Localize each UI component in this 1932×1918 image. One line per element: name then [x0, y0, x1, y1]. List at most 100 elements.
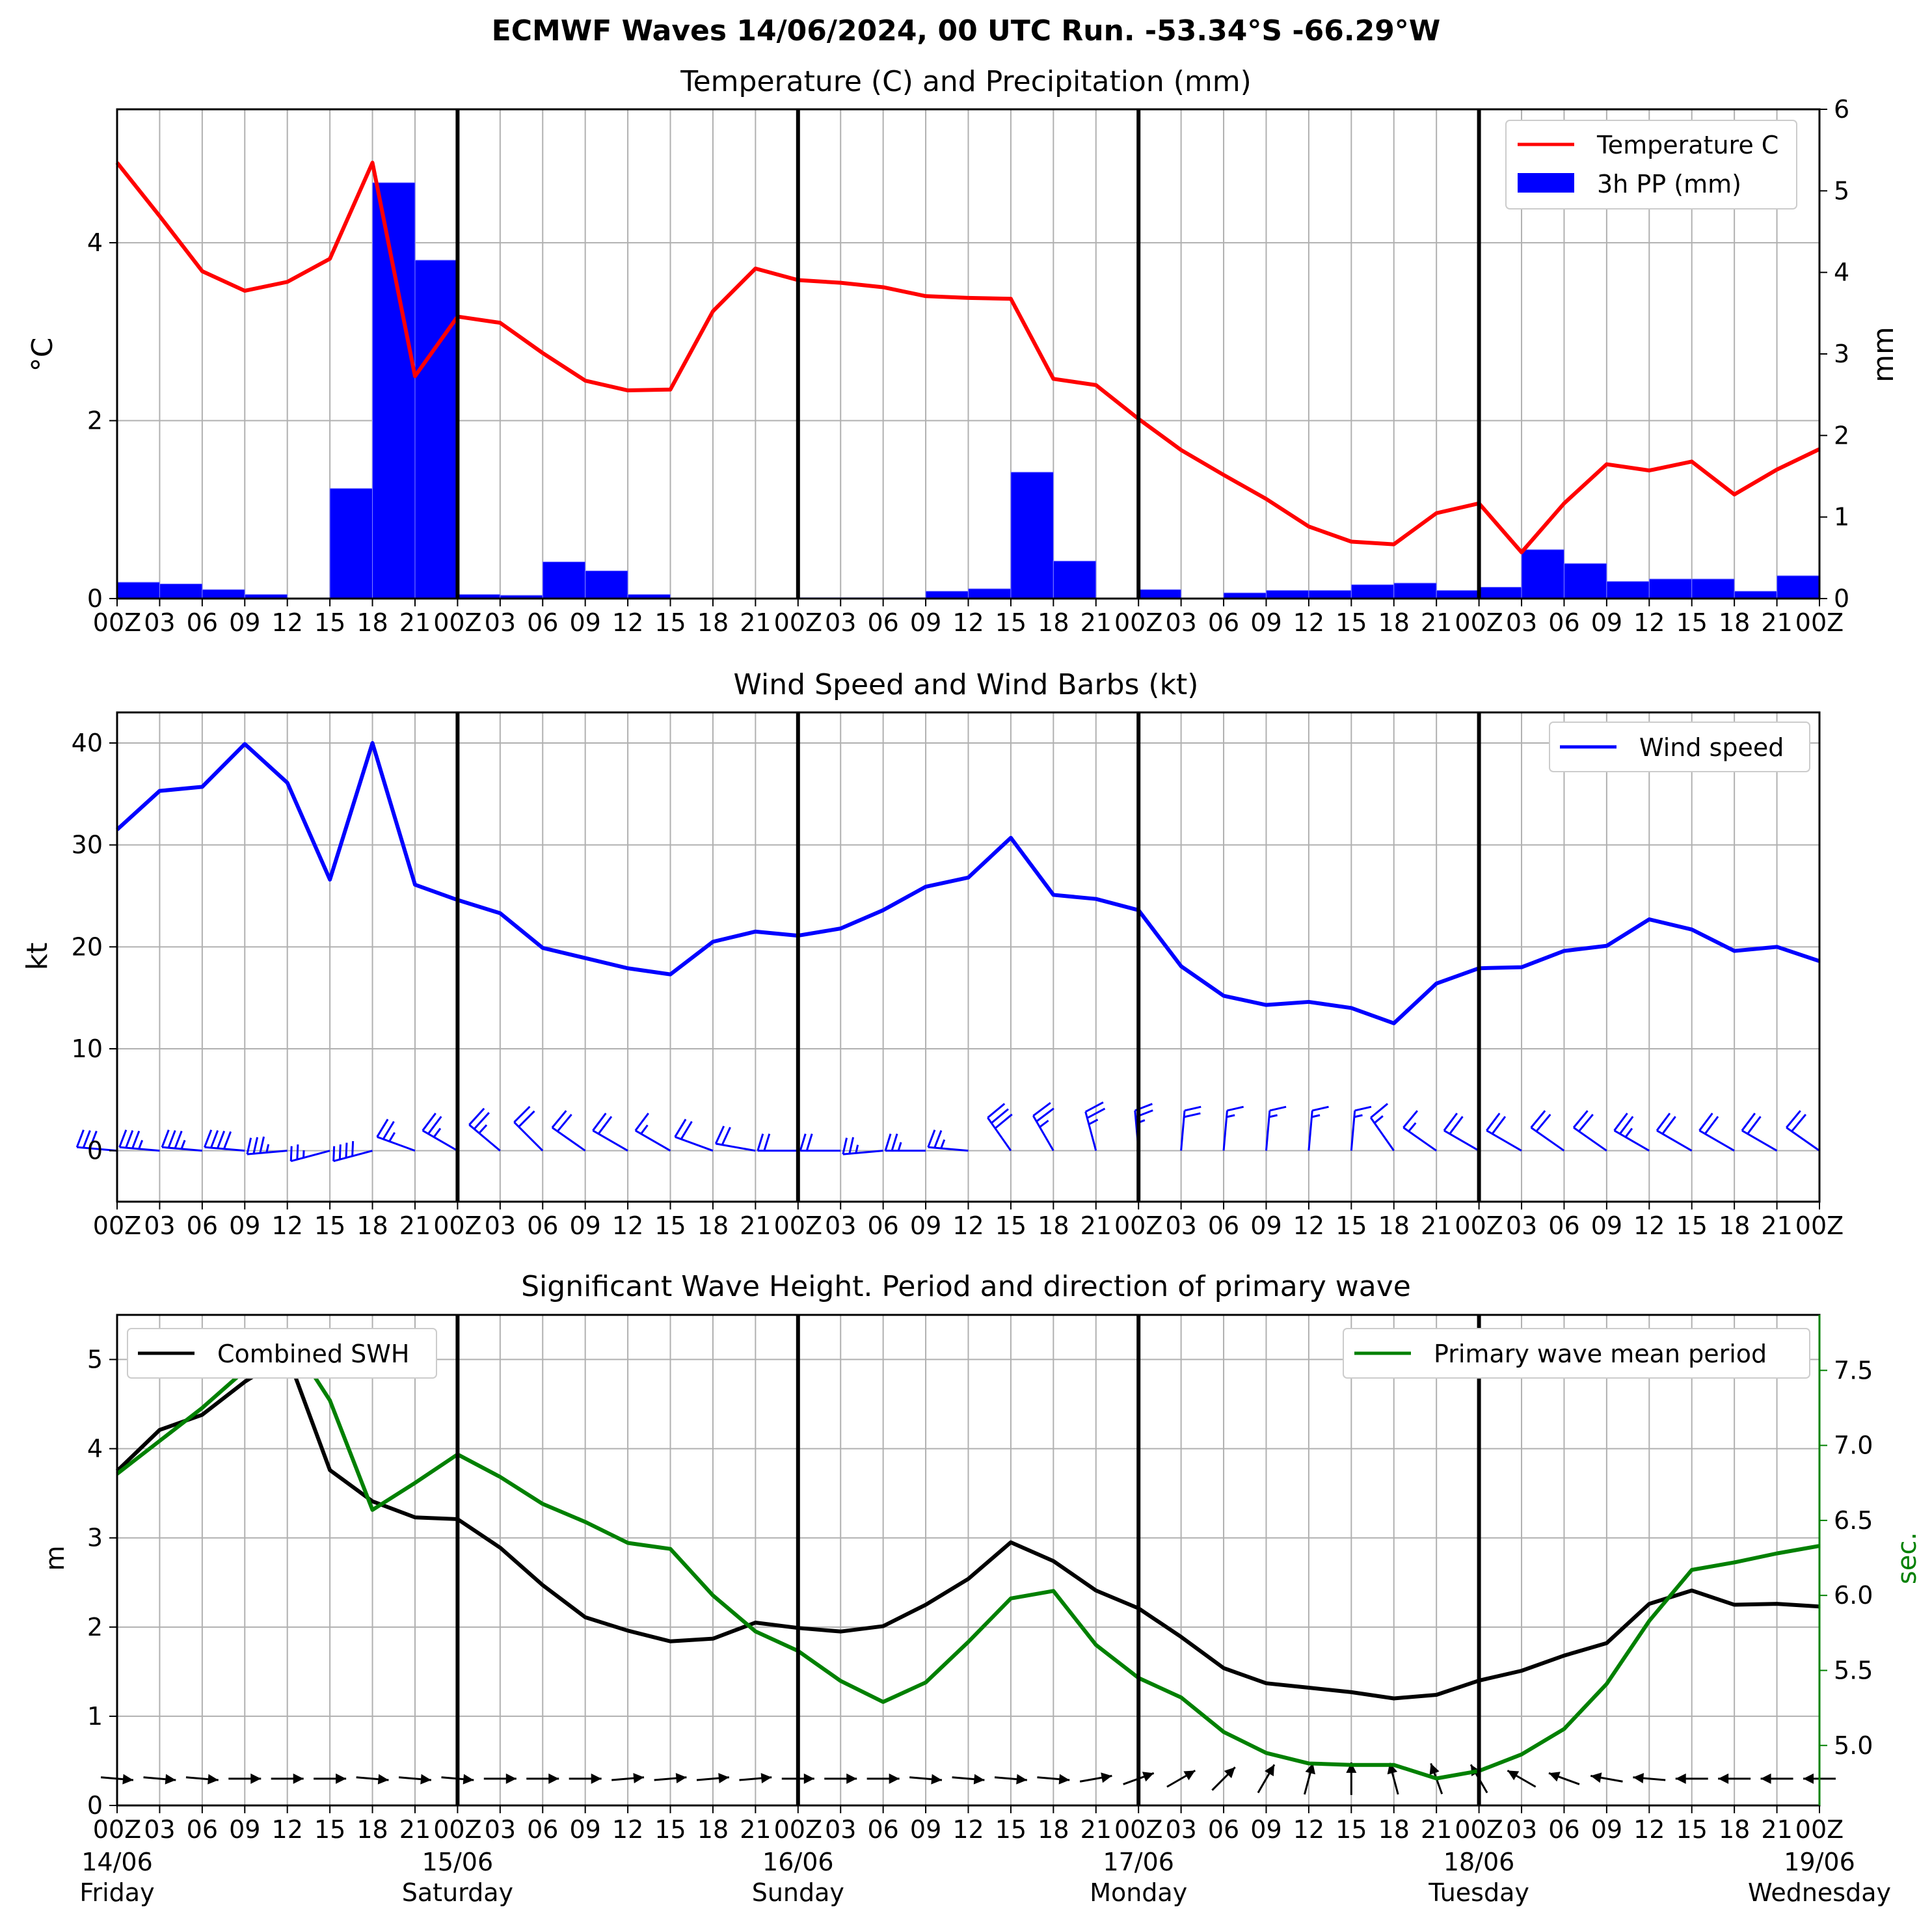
- x-tick-label: 21: [740, 1211, 771, 1240]
- barb-shaft: [468, 1124, 501, 1152]
- wind-barb: [1613, 1113, 1650, 1152]
- barb-half-flag: [1088, 1118, 1099, 1126]
- x-tick-label: 03: [1165, 608, 1196, 637]
- barb-flag: [131, 1130, 141, 1149]
- barb-half-flag: [1268, 1114, 1278, 1118]
- x-tick-label: 09: [229, 1815, 260, 1844]
- wind-speed-line: [115, 741, 1820, 1025]
- y-tick-label: 3: [87, 1524, 103, 1552]
- barb-flag: [1530, 1110, 1546, 1129]
- x-tick-label: 15: [1335, 1815, 1367, 1844]
- precip-bar: [542, 561, 586, 599]
- barb-flag: [513, 1105, 531, 1123]
- barb-flag: [721, 1127, 731, 1146]
- arrow-head: [293, 1773, 304, 1784]
- wave-direction-arrow: [526, 1773, 559, 1784]
- wind-barb: [1265, 1105, 1287, 1151]
- x-tick-label: 21: [740, 1815, 771, 1844]
- barb-flag: [933, 1129, 943, 1148]
- arrow-head: [1803, 1773, 1814, 1784]
- barb-flag: [1311, 1105, 1329, 1112]
- x-tick-label: 00Z: [1795, 1815, 1844, 1844]
- wind-barb: [118, 1129, 160, 1152]
- precip-bar: [372, 182, 416, 599]
- date-label: 16/06: [762, 1848, 834, 1876]
- arrow-head: [548, 1773, 559, 1784]
- wave-panel: Significant Wave Height. Period and dire…: [40, 1270, 1922, 1907]
- x-tick-label: 03: [144, 1815, 175, 1844]
- x-tick-label: 21: [1761, 1815, 1792, 1844]
- precip-bar: [1393, 582, 1437, 599]
- x-tick-label: 06: [1548, 1815, 1579, 1844]
- legend-precip-swatch: [1518, 173, 1574, 193]
- wave-direction-arrow: [611, 1773, 645, 1784]
- barb-shaft: [592, 1129, 628, 1152]
- barb-flag: [217, 1130, 226, 1149]
- barb-half-flag: [1624, 1128, 1633, 1138]
- wave-direction-arrow: [1507, 1770, 1536, 1788]
- wave-direction-arrow: [654, 1773, 687, 1784]
- panel3-ylabel-right: sec.: [1892, 1532, 1922, 1584]
- wind-barb: [289, 1144, 330, 1163]
- x-tick-label: 00Z: [774, 608, 822, 637]
- precip-bar: [414, 260, 458, 599]
- arrow-head: [1675, 1773, 1686, 1784]
- x-tick-label: 09: [569, 1815, 600, 1844]
- wind-barb: [1222, 1105, 1244, 1151]
- barb-flag: [680, 1120, 693, 1140]
- panel3-title: Significant Wave Height. Period and dire…: [521, 1270, 1411, 1303]
- day-label: Friday: [79, 1878, 154, 1907]
- panel1-legend: Temperature C 3h PP (mm): [1505, 120, 1797, 209]
- barb-shaft: [1084, 1111, 1097, 1152]
- barb-flag: [1535, 1113, 1551, 1132]
- x-tick-label: 12: [1293, 1211, 1324, 1240]
- x-tick-label: 18: [1719, 1815, 1750, 1844]
- barb-flag: [1354, 1105, 1372, 1112]
- right-tick-label: 6: [1834, 95, 1849, 124]
- barb-half-flag: [1311, 1114, 1321, 1118]
- barb-shaft: [1530, 1126, 1565, 1152]
- wave-direction-arrow: [483, 1773, 517, 1784]
- precip-bar: [1563, 563, 1607, 599]
- legend-swh-label: Combined SWH: [217, 1340, 409, 1368]
- precip-bars: [116, 182, 1820, 599]
- x-tick-label: 00Z: [433, 1211, 481, 1240]
- period-series: [116, 1332, 1820, 1781]
- legend-precip-label: 3h PP (mm): [1597, 170, 1741, 198]
- barb-half-flag: [897, 1142, 902, 1152]
- x-tick-label: 12: [1633, 1815, 1665, 1844]
- x-tick-label: 06: [1548, 1211, 1579, 1240]
- barb-flag: [927, 1129, 936, 1148]
- barb-flag: [1486, 1113, 1501, 1131]
- wind-barb: [1572, 1110, 1607, 1152]
- barb-flag: [473, 1112, 490, 1130]
- barb-flag: [167, 1129, 176, 1148]
- arrow-head: [1548, 1772, 1561, 1782]
- wind-barb: [592, 1113, 628, 1152]
- y-tick-label: 2: [87, 407, 103, 435]
- x-tick-label: 15: [314, 608, 345, 637]
- swh-line: [115, 1353, 1820, 1701]
- x-tick-label: 03: [825, 1211, 856, 1240]
- x-tick-label: 18: [356, 608, 388, 637]
- arrow-head: [846, 1773, 857, 1784]
- barb-flag: [1704, 1116, 1719, 1135]
- barb-shaft: [1741, 1129, 1778, 1152]
- barb-flag: [125, 1129, 134, 1148]
- barb-flag: [714, 1126, 725, 1144]
- barb-flag: [382, 1120, 395, 1140]
- arrow-head: [122, 1774, 133, 1785]
- arrow-head: [1346, 1762, 1357, 1773]
- barb-flag: [75, 1129, 85, 1148]
- x-tick-label: 21: [1080, 608, 1112, 637]
- arrow-head: [675, 1773, 687, 1784]
- wave-direction-arrow: [1633, 1773, 1666, 1784]
- arrow-head: [1590, 1772, 1602, 1783]
- right-tick-label: 7.5: [1834, 1356, 1873, 1384]
- arrow-head: [1183, 1770, 1196, 1781]
- date-label: 17/06: [1103, 1848, 1174, 1876]
- barb-shaft: [1032, 1115, 1054, 1152]
- arrow-head: [803, 1773, 814, 1784]
- barb-flag: [805, 1133, 813, 1152]
- right-tick-label: 7.0: [1834, 1431, 1873, 1460]
